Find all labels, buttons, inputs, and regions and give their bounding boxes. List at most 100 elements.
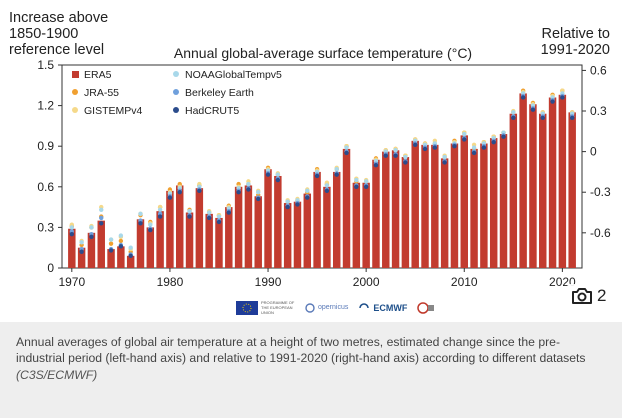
era5-bar bbox=[382, 151, 390, 268]
noaaglobaltempv5-point bbox=[363, 179, 369, 184]
left-axis-tick-label: 0.6 bbox=[37, 180, 54, 194]
era5-bar bbox=[244, 185, 253, 268]
noaaglobaltempv5-point bbox=[471, 145, 477, 150]
era5-bar bbox=[480, 143, 488, 268]
era5-bar bbox=[195, 188, 204, 268]
era5-bar bbox=[352, 182, 361, 268]
hadcrut5-point bbox=[442, 160, 447, 165]
c3s-icon bbox=[417, 301, 435, 314]
era5-bar bbox=[450, 143, 459, 268]
noaaglobaltempv5-point bbox=[442, 154, 447, 160]
eu-logo: PROGRAMME OF THE EUROPEAN UNION bbox=[236, 300, 295, 315]
noaaglobaltempv5-point bbox=[99, 207, 104, 213]
era5-bar bbox=[509, 113, 518, 268]
noaaglobaltempv5-point bbox=[344, 145, 349, 150]
legend-label: NOAAGlobalTempv5 bbox=[185, 69, 282, 81]
era5-bar bbox=[146, 227, 155, 268]
left-axis-tick-label: 0 bbox=[47, 261, 54, 275]
noaaglobaltempv5-point bbox=[334, 167, 339, 172]
era5-bar bbox=[460, 135, 468, 268]
caption-text: Annual averages of global air temperatur… bbox=[16, 335, 586, 365]
era5-bar bbox=[401, 157, 410, 268]
era5-bar bbox=[342, 148, 351, 268]
photo-gallery-badge[interactable]: 2 bbox=[567, 284, 611, 308]
ecmwf-icon bbox=[359, 302, 370, 308]
copernicus-icon bbox=[305, 302, 315, 313]
hadcrut5-point bbox=[197, 188, 202, 194]
noaaglobaltempv5-point bbox=[128, 245, 133, 250]
hadcrut5-point bbox=[569, 115, 575, 120]
era5-bar bbox=[225, 207, 233, 268]
hadcrut5-point bbox=[69, 231, 75, 237]
noaaglobaltempv5-point bbox=[354, 177, 359, 183]
hadcrut5-point bbox=[295, 202, 300, 207]
era5-bar bbox=[391, 150, 400, 268]
hadcrut5-point bbox=[393, 153, 398, 158]
left-axis-tick-label: 0.9 bbox=[37, 139, 54, 153]
plot-frame bbox=[61, 64, 583, 269]
noaaglobaltempv5-point bbox=[511, 110, 516, 115]
hadcrut5-point bbox=[501, 134, 506, 139]
hadcrut5-point bbox=[128, 253, 133, 259]
jra-55-point bbox=[118, 238, 124, 244]
hadcrut5-point bbox=[422, 146, 428, 152]
legend-box bbox=[68, 66, 248, 120]
left-axis-tick-label: 1.2 bbox=[37, 99, 54, 113]
era5-bar bbox=[362, 182, 370, 268]
hadcrut5-point bbox=[226, 210, 231, 215]
legend-marker bbox=[173, 107, 179, 113]
hadcrut5-point bbox=[118, 244, 124, 249]
era5-bar bbox=[529, 104, 537, 268]
noaaglobaltempv5-point bbox=[393, 148, 398, 153]
hadcrut5-point bbox=[206, 215, 212, 221]
hadcrut5-point bbox=[157, 214, 163, 219]
era5-bar bbox=[332, 171, 341, 268]
noaaglobaltempv5-point bbox=[138, 211, 143, 217]
hadcrut5-point bbox=[246, 187, 251, 192]
era5-bar bbox=[234, 186, 243, 268]
era5-bar bbox=[323, 186, 331, 268]
noaaglobaltempv5-point bbox=[148, 222, 153, 227]
noaaglobaltempv5-point bbox=[305, 188, 310, 194]
era5-bar bbox=[117, 246, 125, 268]
era5-bar bbox=[283, 203, 292, 268]
caption-credit: (C3S/ECMWF) bbox=[16, 368, 98, 382]
eu-flag-icon bbox=[236, 300, 258, 315]
hadcrut5-point bbox=[216, 219, 222, 225]
hadcrut5-point bbox=[344, 150, 349, 156]
hadcrut5-point bbox=[305, 195, 310, 200]
hadcrut5-point bbox=[324, 188, 330, 194]
legend-label: JRA-55 bbox=[84, 87, 119, 99]
noaaglobaltempv5-point bbox=[324, 183, 330, 188]
hadcrut5-point bbox=[89, 234, 94, 240]
hadcrut5-point bbox=[471, 150, 477, 156]
legend-marker bbox=[72, 107, 78, 113]
era5-bar bbox=[568, 112, 576, 268]
chart-figure: 0 0.3 0.6 0.9 1.2 1.5 -0.6 -0.3 0 0.3 0.6 1970 1980 1… bbox=[9, 10, 612, 315]
berkeley-earth-point bbox=[99, 215, 104, 221]
era5-bar bbox=[519, 93, 527, 268]
noaaglobaltempv5-point bbox=[118, 233, 124, 238]
noaaglobaltempv5-point bbox=[285, 199, 290, 204]
temperature-chart: 0 0.3 0.6 0.9 1.2 1.5 -0.6 -0.3 0 0.3 0.6 1970 1980 1… bbox=[9, 10, 611, 289]
era5-bar bbox=[87, 232, 96, 268]
hadcrut5-point bbox=[432, 145, 438, 150]
x-axis-tick-label: 1970 bbox=[58, 275, 85, 289]
x-axis-tick-label: 1980 bbox=[157, 275, 184, 289]
noaaglobaltempv5-point bbox=[157, 207, 163, 213]
noaaglobaltempv5-point bbox=[403, 154, 408, 160]
hadcrut5-point bbox=[275, 177, 281, 183]
right-axis-label: Relative to bbox=[541, 26, 610, 42]
photo-count: 2 bbox=[597, 286, 607, 305]
hadcrut5-point bbox=[363, 184, 369, 189]
era5-bar bbox=[156, 211, 164, 268]
noaaglobaltempv5-point bbox=[216, 214, 222, 219]
hadcrut5-point bbox=[79, 249, 84, 254]
hadcrut5-point bbox=[462, 137, 467, 142]
hadcrut5-point bbox=[530, 107, 536, 112]
noaaglobaltempv5-point bbox=[187, 208, 192, 214]
legend-label: ERA5 bbox=[84, 69, 112, 81]
left-axis-label: Increase above bbox=[9, 10, 108, 26]
era5-bar bbox=[548, 97, 557, 268]
era5-bar bbox=[539, 113, 547, 268]
